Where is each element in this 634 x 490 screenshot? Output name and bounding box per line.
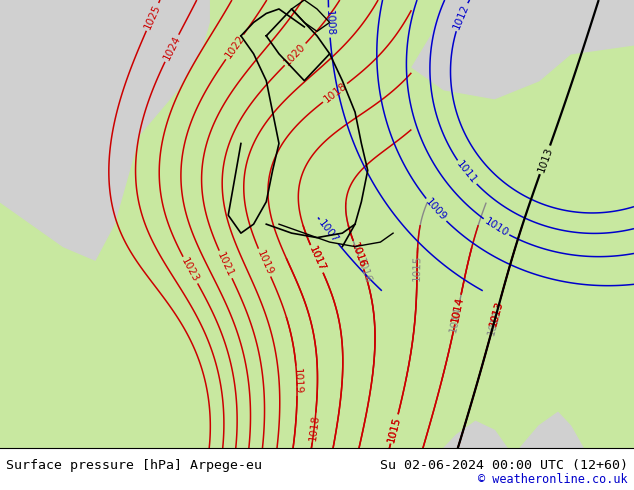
Text: 1010: 1010 (482, 216, 510, 239)
Text: 1014: 1014 (450, 295, 465, 323)
Text: 1013: 1013 (486, 309, 502, 337)
Text: 1013: 1013 (488, 299, 505, 327)
Text: 1024: 1024 (161, 34, 182, 62)
Text: Surface pressure [hPa] Arpege-eu: Surface pressure [hPa] Arpege-eu (6, 459, 262, 472)
Text: 1009: 1009 (424, 197, 448, 223)
Polygon shape (520, 413, 583, 448)
Text: 1022: 1022 (223, 33, 247, 61)
Text: 1013: 1013 (536, 146, 554, 174)
Text: 1012: 1012 (451, 3, 471, 31)
Text: 1015: 1015 (386, 415, 403, 443)
Text: Su 02-06-2024 00:00 UTC (12+60): Su 02-06-2024 00:00 UTC (12+60) (380, 459, 628, 472)
Text: 1019: 1019 (292, 368, 302, 394)
Polygon shape (444, 421, 507, 448)
Text: 1018: 1018 (321, 81, 349, 105)
Text: 1017: 1017 (307, 245, 327, 273)
Text: 1023: 1023 (179, 256, 201, 284)
Text: 1007: 1007 (316, 218, 340, 245)
Text: 1014: 1014 (450, 295, 465, 323)
Text: 1008: 1008 (323, 9, 335, 36)
Text: 1016: 1016 (349, 241, 368, 269)
Text: 1011: 1011 (455, 159, 479, 186)
Text: 1016: 1016 (355, 256, 373, 284)
Text: 1019: 1019 (255, 248, 275, 277)
Text: 1013: 1013 (488, 299, 505, 327)
Polygon shape (0, 0, 209, 260)
Text: 1017: 1017 (307, 245, 327, 273)
Text: 1025: 1025 (143, 3, 162, 31)
Polygon shape (412, 0, 634, 98)
Text: 1020: 1020 (283, 42, 308, 67)
Text: 1018: 1018 (307, 414, 321, 441)
Text: 1021: 1021 (216, 250, 236, 279)
Text: 1016: 1016 (349, 241, 368, 269)
Text: 1015: 1015 (412, 255, 422, 282)
Text: 1014: 1014 (448, 306, 463, 334)
Text: © weatheronline.co.uk: © weatheronline.co.uk (478, 473, 628, 486)
Text: 1015: 1015 (386, 415, 403, 443)
